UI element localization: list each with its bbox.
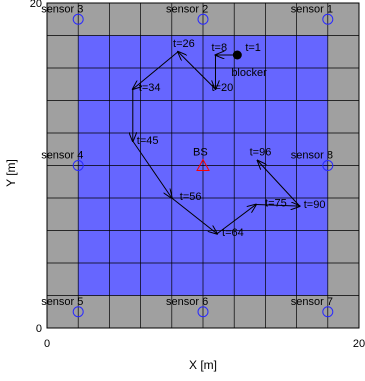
sensor-marker xyxy=(197,13,209,25)
base-station-label: BS xyxy=(193,147,208,159)
trajectory-segment xyxy=(133,51,179,89)
sensor-marker xyxy=(322,306,334,318)
base-station-marker xyxy=(196,158,210,171)
time-label: t=34 xyxy=(139,82,161,94)
sensor-marker xyxy=(322,13,334,25)
y-tick-label: 20 xyxy=(30,0,42,10)
time-label: t=96 xyxy=(250,147,272,159)
trajectory-segment xyxy=(178,52,216,90)
trajectory-segment xyxy=(171,197,217,234)
time-label: t=26 xyxy=(173,38,195,50)
x-tick-label: 20 xyxy=(353,338,365,350)
sensor-label: sensor 2 xyxy=(166,3,208,15)
sensor-marker xyxy=(197,306,209,318)
trajectory-segment xyxy=(256,205,300,207)
time-label: t=64 xyxy=(222,227,244,239)
sensor-label: sensor 7 xyxy=(291,296,333,308)
trajectory-segment xyxy=(132,140,172,198)
sensor-marker xyxy=(72,160,84,171)
sensor-label: sensor 5 xyxy=(41,296,83,308)
sensor-marker xyxy=(72,306,84,318)
plot-frame xyxy=(46,2,360,329)
sensor-label: sensor 8 xyxy=(291,150,333,162)
time-label: t=90 xyxy=(304,199,326,211)
time-label: t=8 xyxy=(211,42,227,54)
blocker-label: blocker xyxy=(231,67,267,79)
plot-area xyxy=(46,2,360,329)
x-axis-label: X [m] xyxy=(189,358,217,372)
sensor-label: sensor 6 xyxy=(166,296,208,308)
sensor-label: sensor 1 xyxy=(291,3,333,15)
time-label: t=56 xyxy=(180,191,202,203)
y-axis-label: Y [m] xyxy=(4,159,18,187)
trajectory-segment xyxy=(258,161,301,207)
sensor-marker xyxy=(322,160,334,171)
time-label: t=45 xyxy=(137,135,159,147)
sensor-label: sensor 3 xyxy=(41,3,83,15)
labels-layer: sensor 1 sensor 2 sensor 3 sensor 4 sensor 5… xyxy=(30,0,365,350)
time-label: t=20 xyxy=(211,82,233,94)
trajectory-segment xyxy=(216,205,256,235)
y-tick-label: 0 xyxy=(36,323,42,335)
time-label: t=75 xyxy=(265,198,287,210)
blocker-marker xyxy=(232,50,242,60)
sensor-marker xyxy=(72,13,84,25)
sensor-label: sensor 4 xyxy=(41,150,83,162)
x-tick-label: 0 xyxy=(44,338,50,350)
time-label: t=1 xyxy=(245,42,261,54)
annotations-layer xyxy=(72,13,334,318)
